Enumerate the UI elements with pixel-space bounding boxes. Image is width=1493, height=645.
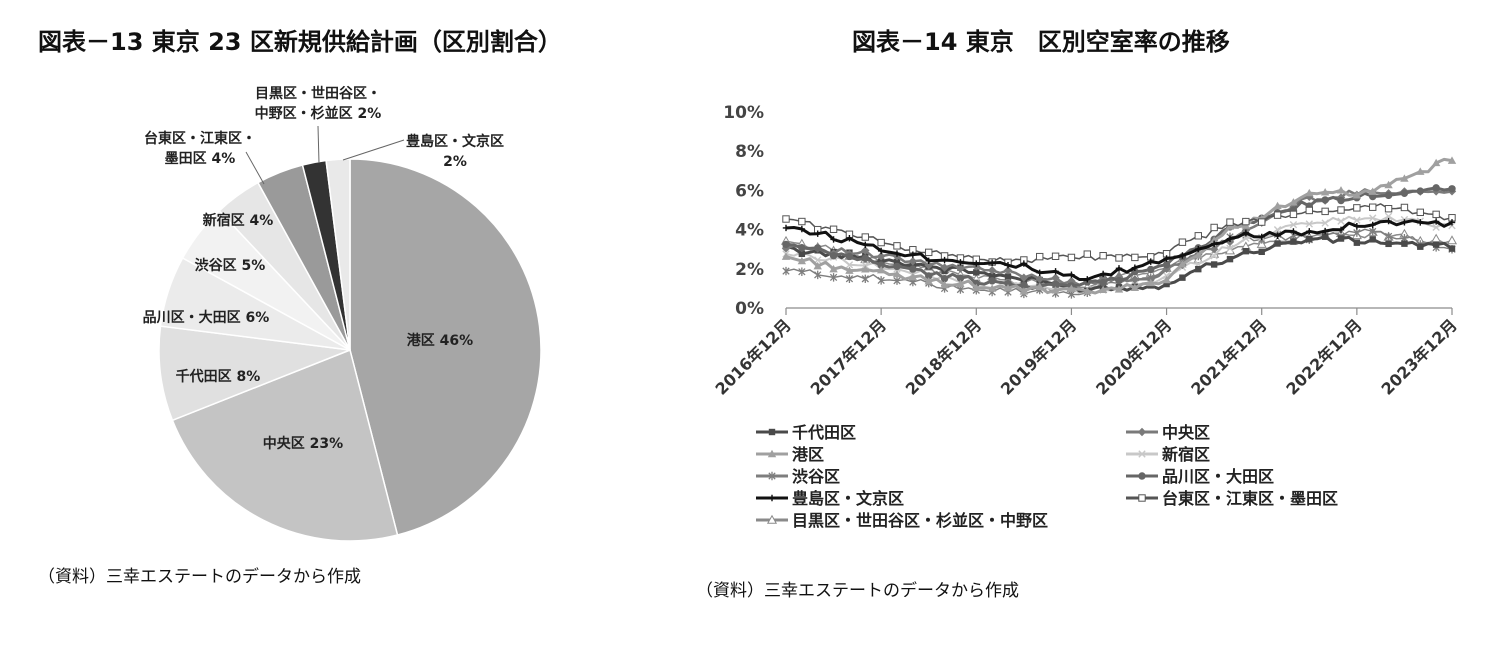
x-tick-label: 2019年12月 [997,315,1080,398]
pie-label-chuo: 中央区 23% [263,435,343,452]
pie-slice-toshima-bunkyo [325,158,351,351]
pie-label-chiyoda: 千代田区 8% [176,368,261,385]
series-taito-koto-sumida [782,203,1456,267]
pie-label-toshima-bunkyo: 豊島区・文京区 2% [406,133,504,170]
legend-label: 千代田区 [792,423,856,442]
pie-slice-chuo [171,348,399,542]
line-chart: 0% 2% 4% 6% 8% 10% 2016年12月 2017年12月 2018年12月 201… [712,103,1461,530]
series-line-taito-koto-sumida [785,203,1453,264]
legend-item-shinjuku: 新宿区 [1126,445,1210,464]
series-markers-minato [781,156,1457,295]
x-tick-label: 2016年12月 [712,315,795,398]
x-tick-label: 2017年12月 [807,315,890,398]
y-tick-label: 0% [735,299,764,319]
leader-line-toshima [342,139,405,161]
legend-item-chiyoda: 千代田区 [756,423,856,442]
legend-label: 品川区・大田区 [1162,467,1274,486]
x-tick-label: 2023年12月 [1378,315,1461,398]
legend-item-taito-koto-sumida: 台東区・江東区・墨田区 [1126,489,1338,508]
x-tick-label: 2022年12月 [1282,315,1365,398]
x-tick-label: 2020年12月 [1092,315,1175,398]
legend-item-minato: 港区 [756,445,824,464]
series-toshima-bunkyo [782,217,1456,283]
pie-label-shibuya: 渋谷区 5% [195,257,266,274]
legend-label: 豊島区・文京区 [792,489,904,508]
x-tick-label: 2018年12月 [902,315,985,398]
series-minato [781,156,1457,295]
x-tick-label: 2021年12月 [1187,315,1270,398]
legend-label: 目黒区・世田谷区・杉並区・中野区 [792,511,1048,530]
pie-slice-minato [349,158,542,536]
y-tick-label: 6% [735,181,764,201]
line-chart-source-note: （資料）三幸エステートのデータから作成 [696,581,1019,601]
leader-line-taito [245,151,265,185]
pie-slice-chiyoda [158,325,351,422]
y-tick-label: 4% [735,221,764,241]
series-markers-toshima-bunkyo [782,217,1456,283]
line-chart-title: 図表－14 東京 区別空室率の推移 [852,28,1230,56]
y-tick-label: 8% [735,142,764,162]
legend-item-chuo: 中央区 [1126,423,1210,442]
legend-label: 港区 [792,445,824,464]
pie-label-minato: 港区 46% [407,332,473,349]
y-tick-label: 2% [735,260,764,280]
pie-chart: 港区 46% 中央区 23% 千代田区 8% 品川区・大田区 6% 渋谷区 5% 新宿区 … [143,85,542,542]
y-tick-label: 10% [723,103,764,123]
legend-item-toshima-bunkyo: 豊島区・文京区 [756,489,904,508]
legend-label: 台東区・江東区・墨田区 [1162,489,1338,508]
legend-label: 新宿区 [1162,445,1210,464]
pie-label-meguro-setagaya-nakano-suginami: 目黒区・世田谷区・中野区・杉並区 2% [255,85,382,122]
legend-item-shinagawa-ota: 品川区・大田区 [1126,467,1274,486]
pie-chart-title: 図表－13 東京 23 区新規供給計画（区別割合） [38,28,562,56]
legend-item-meguro-setagaya-nakano-suginami: 目黒区・世田谷区・杉並区・中野区 [756,511,1048,530]
pie-label-shinagawa-ota: 品川区・大田区 6% [143,309,270,326]
legend-label: 中央区 [1162,423,1210,442]
pie-label-taito-koto-sumida: 台東区・江東区・墨田区 4% [144,130,256,167]
legend-label: 渋谷区 [792,467,840,486]
legend-item-shibuya: 渋谷区 [756,467,840,486]
pie-chart-source-note: （資料）三幸エステートのデータから作成 [38,567,361,587]
leader-line-meguro [317,125,320,164]
pie-label-shinjuku: 新宿区 4% [203,212,274,229]
